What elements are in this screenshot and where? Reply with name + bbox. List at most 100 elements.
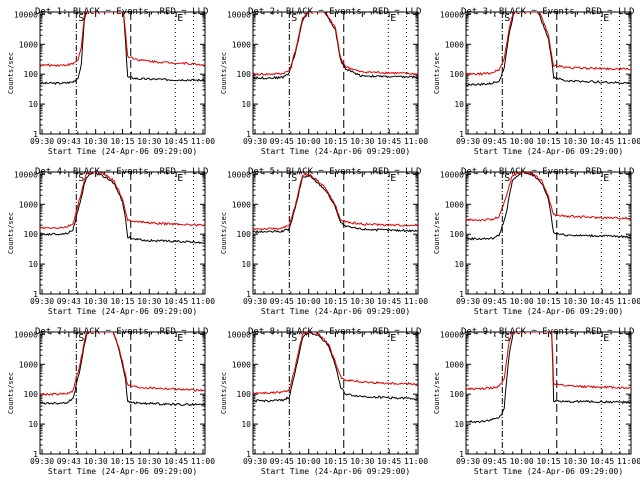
x-tick-label: 10:45 bbox=[590, 297, 614, 306]
x-tick-label: 09:30 bbox=[30, 297, 54, 306]
y-tick-label: 10 bbox=[28, 420, 38, 429]
y-tick-label: 1 bbox=[33, 290, 38, 299]
panel-det-9: Det 9: BLACK = Events, RED = LLD11010010… bbox=[433, 327, 640, 476]
y-tick-label: 10000 bbox=[14, 10, 38, 19]
panel-det-7: Det 7: BLACK = Events, RED = LLD11010010… bbox=[7, 327, 215, 476]
series-line-lld bbox=[40, 332, 205, 396]
x-tick-label: 10:30 bbox=[137, 137, 161, 146]
x-axis-label: Start Time (24-Apr-06 09:29:00) bbox=[48, 307, 197, 316]
x-tick-label: 10:00 bbox=[297, 137, 321, 146]
y-tick-label: 10 bbox=[28, 100, 38, 109]
plot-area bbox=[253, 173, 418, 234]
plot-area bbox=[40, 332, 205, 407]
y-tick-label: 10 bbox=[28, 260, 38, 269]
series-line-lld bbox=[466, 332, 631, 391]
y-tick-label: 1000 bbox=[445, 40, 464, 49]
x-tick-label: 09:30 bbox=[30, 457, 54, 466]
marker-label: S bbox=[504, 13, 510, 24]
x-tick-label: 09:30 bbox=[456, 457, 480, 466]
marker-label: S bbox=[291, 13, 297, 24]
y-tick-label: 10 bbox=[241, 260, 251, 269]
x-axis-label: Start Time (24-Apr-06 09:29:00) bbox=[474, 467, 623, 476]
plot-frame bbox=[252, 171, 419, 295]
x-tick-label: 09:30 bbox=[243, 137, 267, 146]
x-tick-label: 10:30 bbox=[563, 457, 587, 466]
y-tick-label: 1000 bbox=[445, 360, 464, 369]
x-tick-label: 09:45 bbox=[483, 297, 507, 306]
x-tick-label: 11:00 bbox=[404, 457, 428, 466]
x-tick-label: 10:45 bbox=[377, 457, 401, 466]
y-tick-label: 100 bbox=[237, 390, 252, 399]
series-line-lld bbox=[253, 332, 418, 395]
x-tick-label: 10:30 bbox=[350, 137, 374, 146]
y-tick-label: 10000 bbox=[440, 330, 464, 339]
series-line-events bbox=[40, 12, 205, 86]
x-axis-label: Start Time (24-Apr-06 09:29:00) bbox=[261, 467, 410, 476]
x-tick-label: 10:00 bbox=[510, 457, 534, 466]
x-tick-label: 10:30 bbox=[84, 457, 108, 466]
x-tick-label: 10:45 bbox=[164, 137, 188, 146]
x-tick-label: 10:15 bbox=[536, 457, 560, 466]
plot-area bbox=[466, 172, 631, 241]
y-tick-label: 1 bbox=[33, 450, 38, 459]
x-axis-label: Start Time (24-Apr-06 09:29:00) bbox=[474, 147, 623, 156]
x-tick-label: 10:45 bbox=[590, 457, 614, 466]
plot-area bbox=[253, 332, 418, 403]
x-tick-label: 09:30 bbox=[243, 297, 267, 306]
x-tick-label: 10:15 bbox=[110, 297, 134, 306]
x-tick-label: 11:00 bbox=[617, 137, 640, 146]
x-tick-label: 10:30 bbox=[350, 297, 374, 306]
y-tick-label: 10000 bbox=[440, 170, 464, 179]
series-line-lld bbox=[253, 12, 418, 76]
marker-label: E bbox=[177, 333, 183, 344]
y-tick-label: 10000 bbox=[227, 170, 251, 179]
marker-label: S bbox=[291, 173, 297, 184]
x-tick-label: 10:30 bbox=[84, 297, 108, 306]
y-tick-label: 10000 bbox=[440, 10, 464, 19]
x-tick-label: 11:00 bbox=[191, 297, 215, 306]
x-tick-label: 09:45 bbox=[270, 457, 294, 466]
y-tick-label: 100 bbox=[450, 230, 465, 239]
x-tick-label: 09:43 bbox=[57, 297, 81, 306]
y-tick-label: 10 bbox=[454, 260, 464, 269]
y-tick-label: 100 bbox=[24, 390, 39, 399]
y-tick-label: 100 bbox=[237, 230, 252, 239]
x-tick-label: 09:43 bbox=[57, 137, 81, 146]
y-axis-label: Counts/sec bbox=[7, 372, 15, 414]
x-tick-label: 10:30 bbox=[84, 137, 108, 146]
y-tick-label: 100 bbox=[450, 390, 465, 399]
marker-label: S bbox=[78, 333, 84, 344]
marker-label: E bbox=[390, 13, 396, 24]
y-tick-label: 10 bbox=[454, 420, 464, 429]
y-tick-label: 1 bbox=[459, 290, 464, 299]
x-axis-label: Start Time (24-Apr-06 09:29:00) bbox=[474, 307, 623, 316]
marker-label: E bbox=[177, 173, 183, 184]
x-axis-label: Start Time (24-Apr-06 09:29:00) bbox=[48, 147, 197, 156]
x-tick-label: 11:00 bbox=[404, 297, 428, 306]
y-tick-label: 1000 bbox=[445, 200, 464, 209]
marker-label: S bbox=[504, 173, 510, 184]
x-tick-label: 10:45 bbox=[164, 457, 188, 466]
x-tick-label: 10:45 bbox=[377, 137, 401, 146]
x-tick-label: 10:30 bbox=[137, 297, 161, 306]
y-tick-label: 100 bbox=[450, 70, 465, 79]
plot-frame bbox=[39, 331, 206, 455]
y-tick-label: 10000 bbox=[227, 10, 251, 19]
y-axis-label: Counts/sec bbox=[7, 52, 15, 94]
y-tick-label: 1000 bbox=[19, 360, 38, 369]
y-axis-label: Counts/sec bbox=[220, 52, 228, 94]
panel-det-5: Det 5: BLACK = Events, RED = LLD11010010… bbox=[220, 167, 428, 316]
y-tick-label: 10 bbox=[241, 420, 251, 429]
marker-label: S bbox=[78, 13, 84, 24]
x-tick-label: 09:30 bbox=[456, 137, 480, 146]
series-line-lld bbox=[40, 12, 205, 67]
x-tick-label: 10:00 bbox=[297, 457, 321, 466]
y-tick-label: 10 bbox=[454, 100, 464, 109]
x-tick-label: 09:30 bbox=[456, 297, 480, 306]
y-tick-label: 1 bbox=[33, 130, 38, 139]
plot-frame bbox=[39, 171, 206, 295]
y-tick-label: 1000 bbox=[19, 200, 38, 209]
y-tick-label: 10 bbox=[241, 100, 251, 109]
series-line-events bbox=[40, 332, 205, 407]
